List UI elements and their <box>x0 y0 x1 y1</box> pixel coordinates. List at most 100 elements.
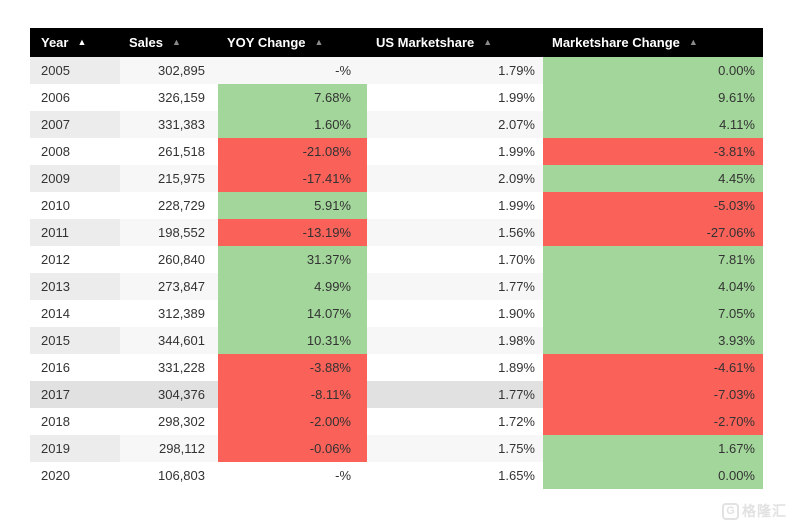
marketshare-change-cell: -3.81% <box>543 138 763 165</box>
sales-cell: 198,552 <box>120 219 218 246</box>
table-row[interactable]: 2020 106,803 -% 1.65% 0.00% <box>30 462 763 489</box>
column-header-label: Year <box>41 35 69 50</box>
sales-cell: 331,228 <box>120 354 218 381</box>
marketshare-change-cell: 4.45% <box>543 165 763 192</box>
column-header[interactable]: Year ▲ <box>30 28 120 57</box>
us-marketshare-cell: 2.09% <box>367 165 543 192</box>
table-row[interactable]: 2008 261,518 -21.08% 1.99% -3.81% <box>30 138 763 165</box>
table-header-row: Year ▲ Sales ▲ YOY Change ▲ US Marketsha… <box>30 28 763 57</box>
column-header-label: Sales <box>129 35 163 50</box>
table-row[interactable]: 2009 215,975 -17.41% 2.09% 4.45% <box>30 165 763 192</box>
table-row[interactable]: 2014 312,389 14.07% 1.90% 7.05% <box>30 300 763 327</box>
year-cell: 2008 <box>30 138 120 165</box>
table-row[interactable]: 2005 302,895 -% 1.79% 0.00% <box>30 57 763 84</box>
year-cell: 2010 <box>30 192 120 219</box>
year-cell: 2007 <box>30 111 120 138</box>
table-row[interactable]: 2007 331,383 1.60% 2.07% 4.11% <box>30 111 763 138</box>
yoy-change-cell: 4.99% <box>218 273 367 300</box>
column-header[interactable]: YOY Change ▲ <box>218 28 367 57</box>
us-marketshare-cell: 1.70% <box>367 246 543 273</box>
yoy-change-cell: -% <box>218 57 367 84</box>
sales-cell: 344,601 <box>120 327 218 354</box>
yoy-change-cell: 5.91% <box>218 192 367 219</box>
yoy-change-cell: -2.00% <box>218 408 367 435</box>
table-row[interactable]: 2015 344,601 10.31% 1.98% 3.93% <box>30 327 763 354</box>
year-cell: 2012 <box>30 246 120 273</box>
us-marketshare-cell: 1.56% <box>367 219 543 246</box>
marketshare-change-cell: -4.61% <box>543 354 763 381</box>
yoy-change-cell: -13.19% <box>218 219 367 246</box>
table-row[interactable]: 2017 304,376 -8.11% 1.77% -7.03% <box>30 381 763 408</box>
year-cell: 2013 <box>30 273 120 300</box>
column-header-label: YOY Change <box>227 35 306 50</box>
sales-cell: 260,840 <box>120 246 218 273</box>
table-row[interactable]: 2016 331,228 -3.88% 1.89% -4.61% <box>30 354 763 381</box>
sort-ascending-icon[interactable]: ▲ <box>77 37 87 47</box>
us-marketshare-cell: 1.90% <box>367 300 543 327</box>
yoy-change-cell: -21.08% <box>218 138 367 165</box>
year-cell: 2020 <box>30 462 120 489</box>
us-marketshare-cell: 1.77% <box>367 273 543 300</box>
table-row[interactable]: 2006 326,159 7.68% 1.99% 9.61% <box>30 84 763 111</box>
marketshare-change-cell: 7.05% <box>543 300 763 327</box>
us-marketshare-cell: 1.79% <box>367 57 543 84</box>
year-cell: 2016 <box>30 354 120 381</box>
yoy-change-cell: 7.68% <box>218 84 367 111</box>
us-marketshare-cell: 1.89% <box>367 354 543 381</box>
table-row[interactable]: 2011 198,552 -13.19% 1.56% -27.06% <box>30 219 763 246</box>
sales-cell: 302,895 <box>120 57 218 84</box>
table-row[interactable]: 2010 228,729 5.91% 1.99% -5.03% <box>30 192 763 219</box>
year-cell: 2019 <box>30 435 120 462</box>
sort-ascending-icon[interactable]: ▲ <box>171 37 181 47</box>
table-row[interactable]: 2019 298,112 -0.06% 1.75% 1.67% <box>30 435 763 462</box>
table-row[interactable]: 2013 273,847 4.99% 1.77% 4.04% <box>30 273 763 300</box>
sales-cell: 326,159 <box>120 84 218 111</box>
yoy-change-cell: -3.88% <box>218 354 367 381</box>
marketshare-change-cell: -27.06% <box>543 219 763 246</box>
marketshare-change-cell: -2.70% <box>543 408 763 435</box>
sales-cell: 331,383 <box>120 111 218 138</box>
year-cell: 2015 <box>30 327 120 354</box>
sales-cell: 312,389 <box>120 300 218 327</box>
sales-cell: 298,112 <box>120 435 218 462</box>
marketshare-change-cell: 9.61% <box>543 84 763 111</box>
column-header[interactable]: US Marketshare ▲ <box>367 28 543 57</box>
gelonghui-logo-icon: G <box>722 502 739 520</box>
watermark: G 格隆汇 <box>722 501 787 521</box>
marketshare-change-cell: 3.93% <box>543 327 763 354</box>
marketshare-change-cell: 1.67% <box>543 435 763 462</box>
yoy-change-cell: -0.06% <box>218 435 367 462</box>
year-cell: 2006 <box>30 84 120 111</box>
us-marketshare-cell: 1.65% <box>367 462 543 489</box>
column-header[interactable]: Marketshare Change ▲ <box>543 28 763 57</box>
year-cell: 2018 <box>30 408 120 435</box>
table-row[interactable]: 2018 298,302 -2.00% 1.72% -2.70% <box>30 408 763 435</box>
sort-ascending-icon[interactable]: ▲ <box>483 37 493 47</box>
us-marketshare-cell: 2.07% <box>367 111 543 138</box>
yoy-change-cell: 31.37% <box>218 246 367 273</box>
sales-cell: 228,729 <box>120 192 218 219</box>
marketshare-change-cell: 4.11% <box>543 111 763 138</box>
year-cell: 2009 <box>30 165 120 192</box>
sort-ascending-icon[interactable]: ▲ <box>314 37 324 47</box>
yoy-change-cell: 10.31% <box>218 327 367 354</box>
us-marketshare-cell: 1.98% <box>367 327 543 354</box>
marketshare-change-cell: -5.03% <box>543 192 763 219</box>
table-row[interactable]: 2012 260,840 31.37% 1.70% 7.81% <box>30 246 763 273</box>
data-table: Year ▲ Sales ▲ YOY Change ▲ US Marketsha… <box>30 28 763 489</box>
us-marketshare-cell: 1.99% <box>367 192 543 219</box>
sort-ascending-icon[interactable]: ▲ <box>688 37 698 47</box>
marketshare-change-cell: 0.00% <box>543 57 763 84</box>
year-cell: 2011 <box>30 219 120 246</box>
year-cell: 2017 <box>30 381 120 408</box>
watermark-text: 格隆汇 <box>742 503 787 519</box>
us-marketshare-cell: 1.77% <box>367 381 543 408</box>
marketshare-change-cell: -7.03% <box>543 381 763 408</box>
sales-cell: 215,975 <box>120 165 218 192</box>
marketshare-change-cell: 0.00% <box>543 462 763 489</box>
column-header[interactable]: Sales ▲ <box>120 28 218 57</box>
sales-cell: 106,803 <box>120 462 218 489</box>
sales-cell: 273,847 <box>120 273 218 300</box>
sales-cell: 261,518 <box>120 138 218 165</box>
